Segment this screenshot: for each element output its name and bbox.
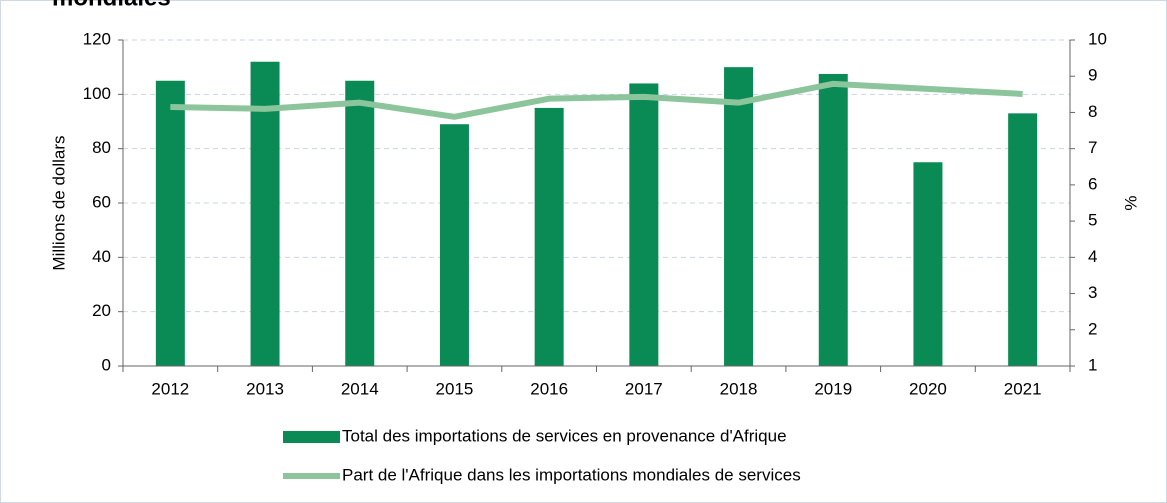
bar (818, 73, 848, 366)
y2-tick-label: 3 (1088, 283, 1097, 302)
legend-label: Part de l'Afrique dans les importations … (342, 465, 801, 484)
legend-swatch (283, 431, 340, 443)
chart-title: mondiales (52, 0, 171, 11)
bar (250, 61, 280, 366)
x-tick-label: 2020 (909, 379, 947, 398)
y-tick-label: 80 (92, 138, 111, 157)
y2-tick-label: 8 (1088, 102, 1097, 121)
legend-label: Total des importations de services en pr… (342, 426, 787, 445)
x-tick-label: 2014 (341, 379, 379, 398)
y2-tick-label: 10 (1088, 29, 1107, 48)
x-tick-label: 2017 (625, 379, 663, 398)
y2-tick-label: 5 (1088, 211, 1097, 230)
bar (155, 80, 185, 366)
y-tick-label: 40 (92, 247, 111, 266)
y2-tick-label: 7 (1088, 138, 1097, 157)
bar (913, 162, 943, 366)
x-tick-label: 2018 (720, 379, 758, 398)
bar (439, 124, 469, 366)
x-tick-label: 2021 (1004, 379, 1042, 398)
bar (724, 67, 754, 367)
x-tick-label: 2013 (246, 379, 284, 398)
x-tick-label: 2016 (530, 379, 568, 398)
bar (1008, 113, 1038, 366)
y2-tick-label: 9 (1088, 66, 1097, 85)
bar (629, 83, 659, 366)
y2-axis-label: % (1121, 195, 1140, 210)
bar (345, 80, 375, 366)
x-tick-label: 2019 (814, 379, 852, 398)
y-tick-label: 120 (83, 29, 111, 48)
y-axis-label: Millions de dollars (49, 135, 68, 270)
y-tick-label: 100 (83, 84, 111, 103)
y2-tick-label: 4 (1088, 247, 1097, 266)
y-tick-label: 60 (92, 192, 111, 211)
y2-tick-label: 1 (1088, 355, 1097, 374)
bar (534, 107, 564, 367)
y-tick-label: 20 (92, 301, 111, 320)
line (170, 80, 1023, 120)
y2-tick-label: 6 (1088, 174, 1097, 193)
y2-tick-label: 2 (1088, 319, 1097, 338)
x-tick-label: 2012 (151, 379, 189, 398)
y-tick-label: 0 (102, 355, 111, 374)
x-tick-label: 2015 (436, 379, 474, 398)
